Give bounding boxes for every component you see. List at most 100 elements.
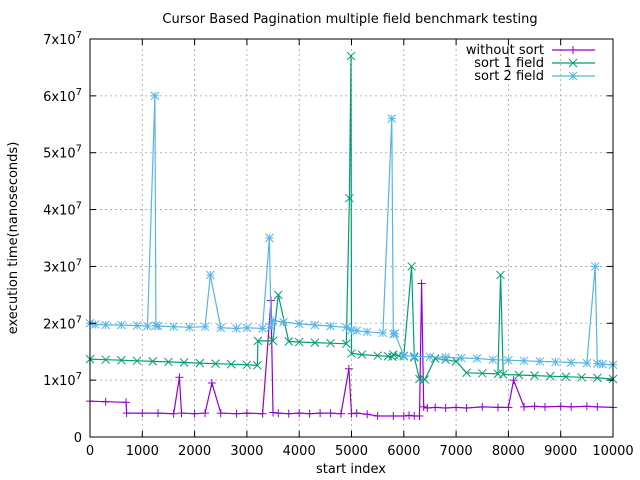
data-point bbox=[326, 338, 335, 348]
x-tick-label: 2000 bbox=[178, 444, 211, 459]
data-point bbox=[566, 358, 576, 367]
data-point bbox=[504, 403, 513, 412]
data-point bbox=[577, 372, 586, 382]
data-point bbox=[294, 319, 304, 329]
data-point bbox=[101, 397, 110, 406]
y-tick-label: 5x107 bbox=[43, 144, 82, 162]
data-point bbox=[407, 262, 416, 271]
data-point bbox=[284, 409, 293, 418]
data-point bbox=[101, 320, 111, 330]
data-point bbox=[279, 317, 288, 327]
data-point bbox=[451, 357, 461, 366]
data-point bbox=[310, 338, 320, 347]
data-point bbox=[423, 404, 432, 413]
data-point bbox=[496, 270, 505, 280]
data-point bbox=[387, 114, 397, 123]
data-point bbox=[268, 336, 278, 346]
data-point bbox=[363, 410, 372, 419]
data-point bbox=[195, 358, 205, 368]
series-layer bbox=[85, 51, 618, 420]
data-point bbox=[201, 409, 210, 418]
data-point bbox=[556, 402, 565, 411]
data-point bbox=[530, 371, 539, 380]
data-point bbox=[493, 403, 502, 412]
data-point bbox=[477, 368, 487, 378]
data-point bbox=[326, 409, 335, 418]
data-point bbox=[441, 404, 450, 413]
data-point bbox=[185, 322, 194, 332]
data-point bbox=[150, 91, 160, 101]
data-point bbox=[462, 404, 471, 413]
data-point bbox=[419, 402, 428, 411]
x-tick-label: 3000 bbox=[230, 444, 263, 459]
data-point bbox=[346, 51, 356, 61]
data-point bbox=[295, 409, 304, 418]
data-point bbox=[344, 364, 353, 373]
data-point bbox=[177, 409, 186, 418]
data-point bbox=[592, 373, 602, 383]
y-tick-label: 4x107 bbox=[43, 201, 82, 219]
data-point bbox=[138, 409, 147, 418]
data-point bbox=[216, 409, 225, 418]
data-point bbox=[122, 409, 131, 418]
data-point bbox=[389, 411, 398, 420]
data-point bbox=[472, 354, 482, 363]
data-point bbox=[388, 350, 398, 359]
data-point bbox=[101, 355, 111, 365]
data-point bbox=[169, 409, 178, 418]
data-point bbox=[352, 326, 362, 336]
data-point bbox=[326, 321, 335, 331]
data-point bbox=[90, 320, 100, 329]
data-point bbox=[535, 357, 545, 366]
data-point bbox=[132, 356, 142, 366]
data-point bbox=[498, 370, 508, 379]
data-point bbox=[488, 355, 498, 365]
data-point bbox=[478, 402, 487, 411]
data-point bbox=[268, 316, 278, 325]
data-point bbox=[337, 409, 346, 418]
data-point bbox=[352, 409, 361, 418]
y-tick-label: 3x107 bbox=[43, 257, 82, 275]
data-point bbox=[582, 358, 592, 368]
data-point bbox=[284, 337, 294, 346]
data-point bbox=[226, 359, 236, 369]
x-tick-label: 5000 bbox=[335, 444, 368, 459]
data-point bbox=[462, 368, 471, 378]
data-point bbox=[117, 355, 126, 365]
data-point bbox=[242, 409, 251, 418]
y-tick-label: 1x107 bbox=[43, 371, 82, 389]
y-tick-label: 6x107 bbox=[43, 87, 82, 105]
x-tick-label: 4000 bbox=[283, 444, 316, 459]
data-point bbox=[545, 371, 555, 381]
data-point bbox=[378, 328, 388, 338]
legend-label: without sort bbox=[466, 43, 544, 58]
data-point bbox=[592, 359, 602, 369]
data-point bbox=[456, 353, 466, 363]
x-tick-label: 1000 bbox=[126, 444, 159, 459]
data-point bbox=[341, 339, 351, 349]
data-point bbox=[373, 411, 382, 420]
data-point bbox=[253, 336, 263, 346]
x-tick-label: 8000 bbox=[492, 444, 525, 459]
x-tick-label: 6000 bbox=[387, 444, 420, 459]
data-point bbox=[519, 356, 529, 366]
data-point bbox=[590, 262, 600, 271]
ticks: 0 1000 2000 3000 4000 5000 6000 7000 8000 9000 100… bbox=[43, 30, 634, 459]
data-point bbox=[122, 398, 131, 407]
data-point bbox=[399, 411, 408, 420]
data-point bbox=[265, 233, 274, 243]
data-point bbox=[253, 361, 262, 370]
data-point bbox=[345, 193, 354, 203]
data-point bbox=[153, 409, 162, 418]
data-point bbox=[211, 359, 220, 369]
y-tick-label: 0 bbox=[74, 431, 82, 446]
data-point bbox=[175, 373, 184, 382]
data-point bbox=[216, 323, 226, 333]
data-point bbox=[169, 322, 179, 332]
data-point bbox=[452, 403, 461, 412]
x-tick-label: 10000 bbox=[592, 444, 633, 459]
data-point bbox=[164, 357, 173, 367]
